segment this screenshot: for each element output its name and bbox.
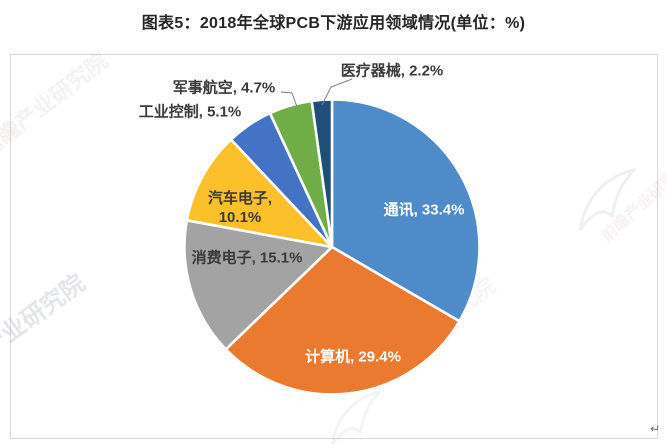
chart-border: [10, 54, 658, 439]
leader-line: [280, 91, 298, 108]
slice-label: 军事航空, 4.7%: [173, 79, 276, 97]
pie-slice-2: [183, 219, 334, 351]
pie-slice-0: [330, 98, 481, 323]
slice-label: 10.1%: [219, 209, 262, 226]
leader-line: [321, 78, 353, 106]
slice-label: 计算机, 29.4%: [305, 348, 401, 366]
slice-label: 汽车电子,: [208, 189, 272, 207]
pie-slice-1: [224, 245, 461, 396]
slice-label: 工业控制, 5.1%: [139, 103, 242, 121]
paragraph-return-mark: ↵: [649, 421, 661, 437]
slice-label: 医疗器械, 2.2%: [341, 62, 444, 80]
chart-title: 图表5：2018年全球PCB下游应用领域情况(单位：%): [141, 15, 526, 32]
slice-label: 消费电子, 15.1%: [192, 249, 303, 267]
slice-label: 通讯, 33.4%: [384, 202, 465, 219]
pie-slice-6: [310, 98, 334, 249]
pie-slice-3: [185, 138, 334, 249]
